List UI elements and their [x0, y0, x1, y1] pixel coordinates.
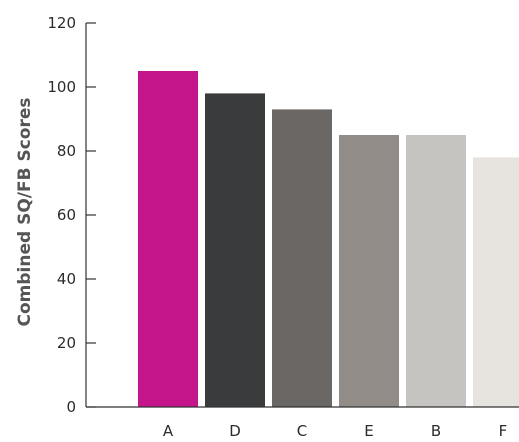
y-tick-label: 60	[57, 206, 76, 224]
y-axis-title: Combined SQ/FB Scores	[15, 97, 35, 326]
bar-a	[138, 71, 198, 407]
y-ticks-group: 0 20 40 60 80 100 120	[47, 14, 96, 416]
bar-d	[205, 93, 265, 407]
y-tick-label: 40	[57, 270, 76, 288]
bar-f	[473, 157, 519, 407]
bar-b	[406, 135, 466, 407]
bars-group	[138, 71, 519, 407]
y-tick-label: 20	[57, 334, 76, 352]
y-tick-label: 100	[47, 78, 76, 96]
x-tick-label: E	[364, 422, 373, 438]
x-tick-label: C	[297, 422, 307, 438]
x-tick-label: A	[163, 422, 174, 438]
y-tick-label: 80	[57, 142, 76, 160]
y-tick-label: 0	[66, 398, 76, 416]
x-tick-label: D	[229, 422, 241, 438]
y-tick-label: 120	[47, 14, 76, 32]
bar-e	[339, 135, 399, 407]
bar-c	[272, 109, 332, 407]
x-tick-label: B	[431, 422, 441, 438]
x-tick-label: F	[499, 422, 508, 438]
